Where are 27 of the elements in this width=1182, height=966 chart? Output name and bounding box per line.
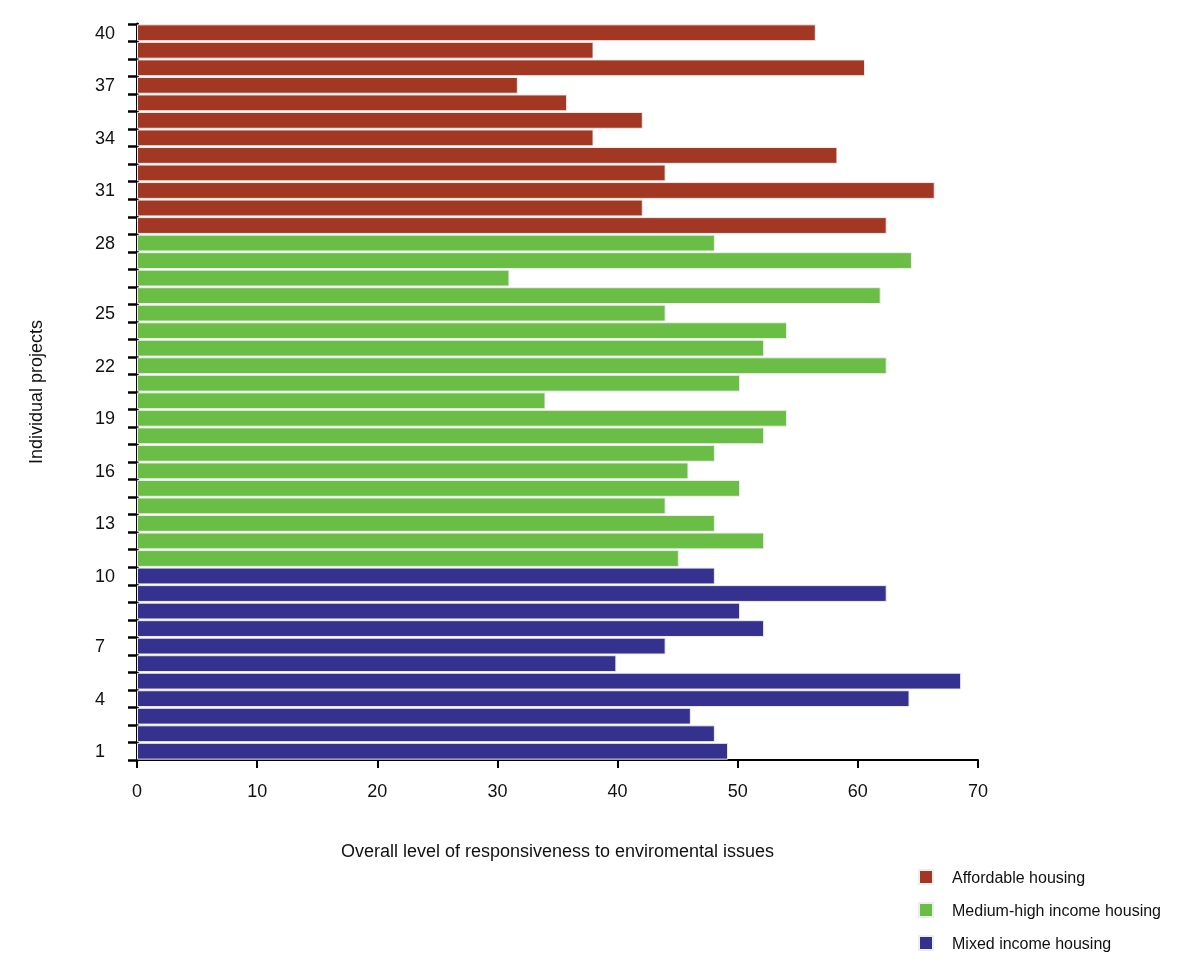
y-tick-label: 10: [95, 566, 116, 586]
x-axis-title: Overall level of responsiveness to enviromental issues: [340, 841, 775, 861]
y-tick-label: 28: [95, 233, 116, 254]
y-tick-label: 1: [95, 741, 106, 762]
y-tick-label: 37: [95, 75, 116, 96]
y-tick-label: 40: [95, 22, 116, 43]
y-tick-label: 13: [95, 513, 116, 534]
legend-label: Medium-high income housing: [952, 901, 1161, 919]
y-tick-label: 4: [95, 688, 106, 709]
x-tick-label: 30: [487, 781, 508, 801]
x-tick-label: 60: [847, 781, 868, 801]
x-tick-label: 40: [607, 781, 628, 801]
y-tick-label: 31: [95, 180, 116, 201]
y-tick-label: 34: [95, 127, 116, 148]
y-tick-label: 16: [95, 460, 116, 481]
x-tick-label: 0: [131, 781, 143, 801]
y-tick-label: 19: [95, 408, 116, 429]
x-tick-label: 70: [967, 781, 989, 801]
y-tick-label: 7: [95, 636, 106, 657]
legend-label: Affordable housing: [952, 868, 1086, 886]
legend-label: Mixed income housing: [952, 934, 1112, 952]
x-tick-label: 50: [727, 781, 748, 801]
y-tick-label: 25: [95, 303, 116, 324]
x-tick-label: 20: [367, 781, 388, 801]
x-tick-label: 10: [247, 781, 268, 801]
y-axis-title: Individual projects: [26, 319, 46, 465]
y-tick-label: 22: [95, 355, 116, 376]
